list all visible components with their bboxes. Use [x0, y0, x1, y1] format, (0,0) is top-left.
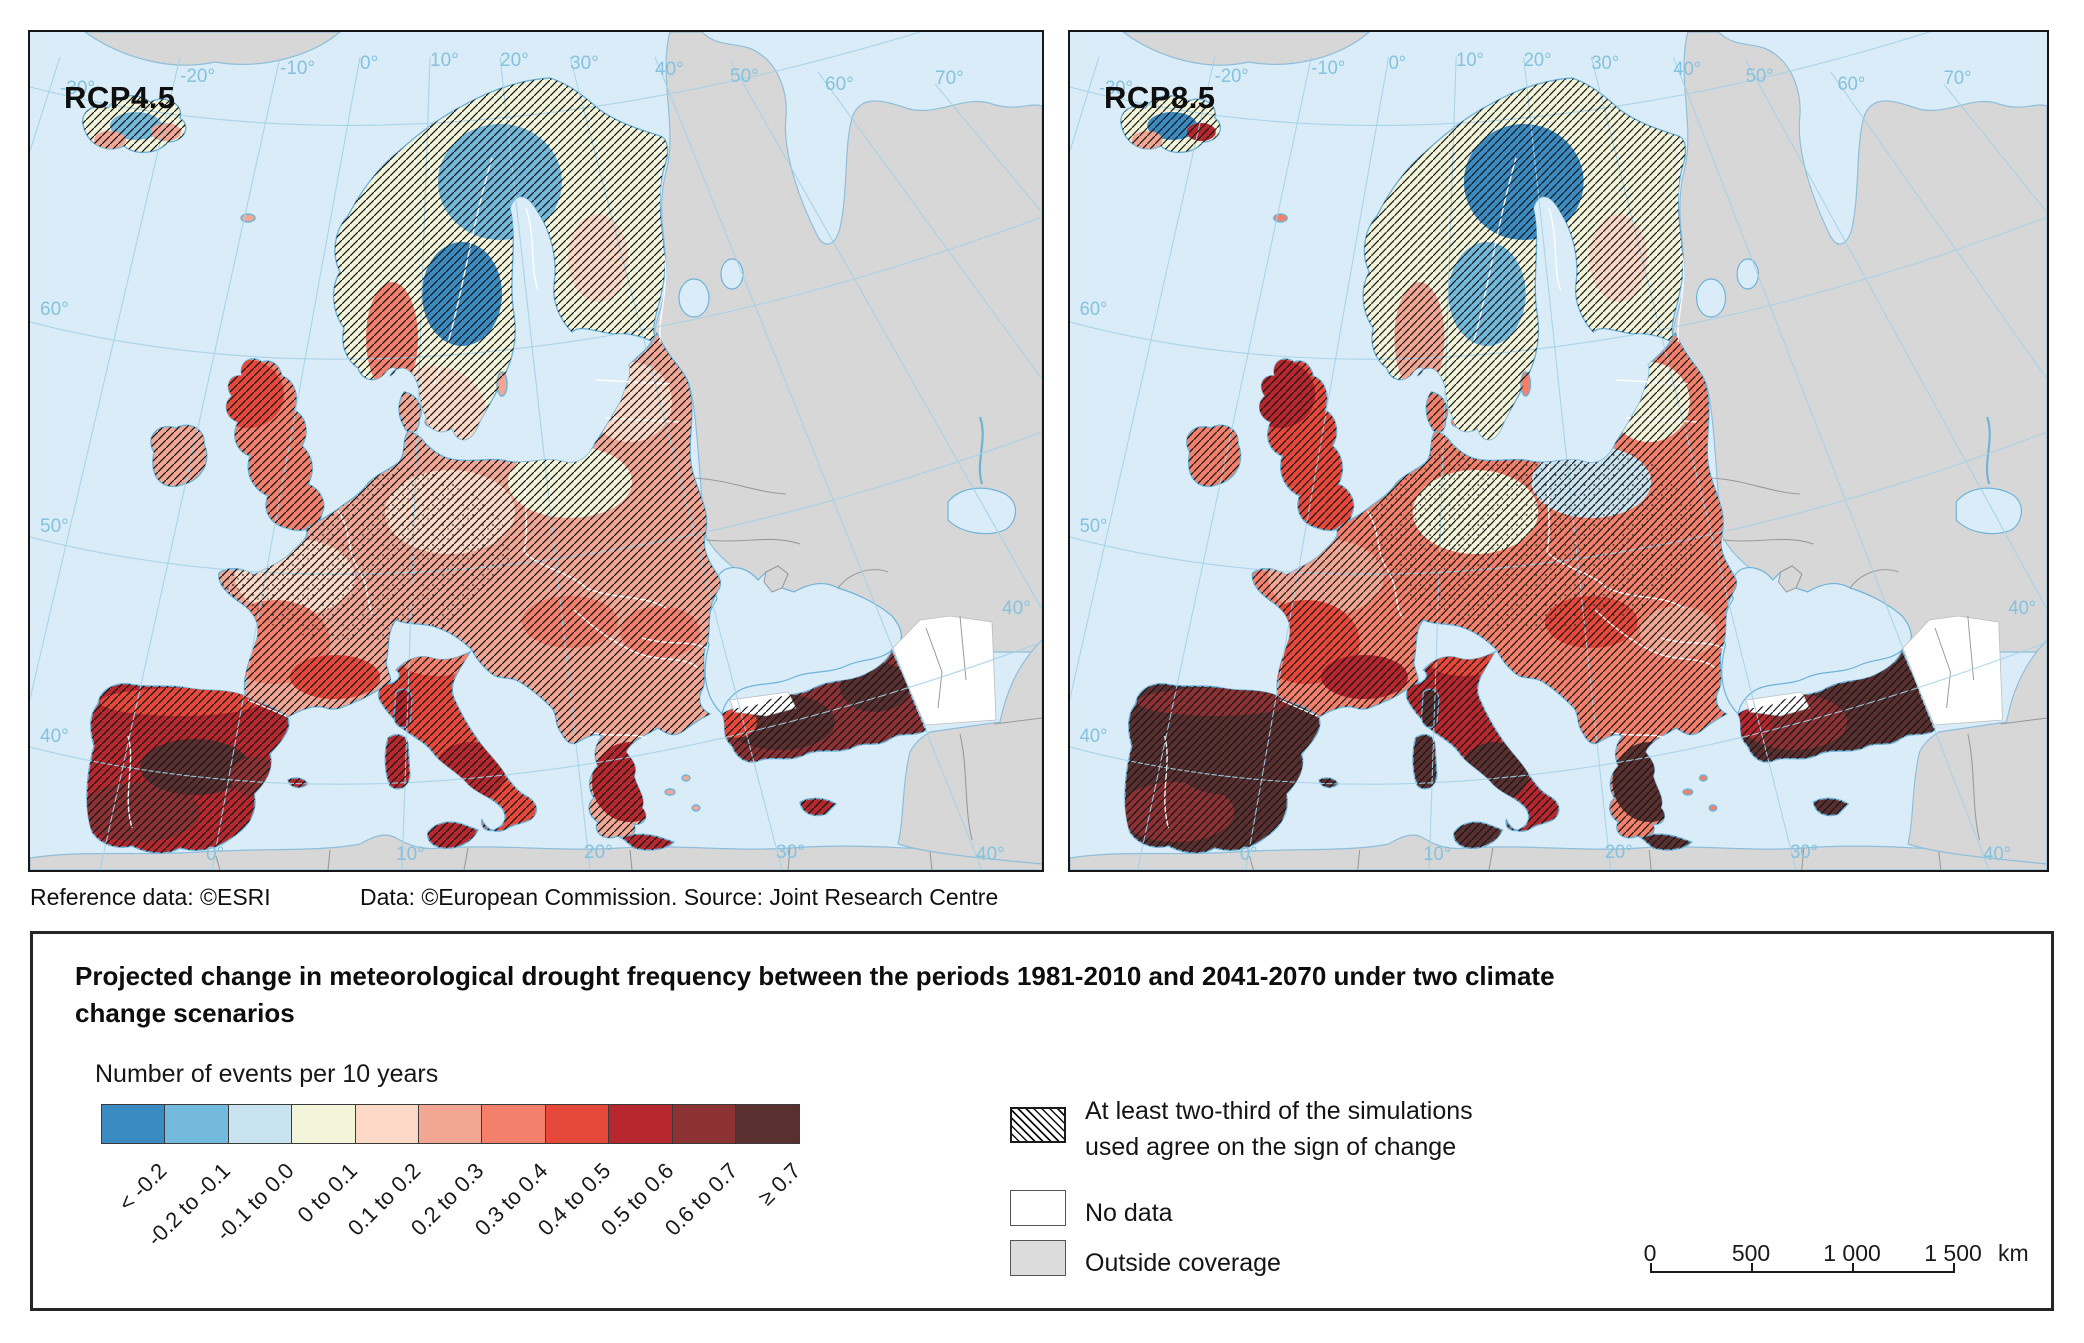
scalebar-tick [1650, 1263, 1652, 1272]
svg-text:40°: 40° [2008, 597, 2036, 618]
svg-text:50°: 50° [730, 66, 759, 87]
outside-borders [215, 477, 1042, 870]
svg-text:20°: 20° [1605, 841, 1633, 862]
svg-text:30°: 30° [1790, 841, 1818, 862]
river [978, 416, 984, 485]
credits: Reference data: ©ESRI Data: ©European Co… [30, 884, 998, 911]
svg-text:-30°: -30° [1099, 77, 1133, 98]
svg-text:60°: 60° [40, 299, 69, 320]
scalebar-tick-label: 1 000 [1823, 1240, 1881, 1266]
graticule-labels: -30° -20° -10° 0° 10° 20° 30° 40° 50° 60° 70° 60° 50… [1080, 49, 2036, 864]
svg-text:50°: 50° [1080, 515, 1108, 536]
outside-coverage-label: Outside coverage [1085, 1249, 1281, 1277]
svg-text:20°: 20° [500, 50, 529, 71]
legend: Projected change in meteorological droug… [30, 931, 2054, 1311]
scalebar-tick [1953, 1263, 1955, 1272]
data-credit: Data: ©European Commission. Source: Join… [360, 884, 999, 910]
stipple-dots [1369, 432, 1698, 632]
agreement-label-line1: At least two-third of the simulations [1085, 1097, 1473, 1125]
svg-text:10°: 10° [430, 50, 459, 71]
svg-text:60°: 60° [1080, 298, 1108, 319]
map-scenario-label: RCP4.5 [64, 80, 176, 115]
svg-text:-10°: -10° [280, 58, 315, 79]
legend-colorbar [101, 1104, 800, 1144]
map-rcp45: -30° -20° -10° 0° 10° 20° 30° 40° 50° 60° 70° 60° 50… [28, 30, 1044, 872]
svg-text:0°: 0° [1389, 52, 1407, 73]
svg-text:10°: 10° [1456, 49, 1484, 70]
scalebar-unit: km [1998, 1240, 2029, 1266]
crimea-peninsula [1778, 565, 1803, 593]
legend-scale-caption: Number of events per 10 years [95, 1060, 439, 1088]
svg-text:70°: 70° [1944, 67, 1972, 88]
svg-text:0°: 0° [206, 844, 224, 865]
svg-text:50°: 50° [40, 516, 69, 537]
svg-text:50°: 50° [1746, 65, 1774, 86]
svg-text:-30°: -30° [60, 78, 95, 99]
legend-class-swatch [672, 1104, 737, 1144]
scalebar-line [1650, 1271, 1955, 1273]
legend-class-label: ≥ 0.7 [753, 1158, 806, 1211]
map-svg: -30° -20° -10° 0° 10° 20° 30° 40° 50° 60° 70° 60° 50… [30, 32, 1042, 870]
outside-borders [1249, 477, 2047, 870]
svg-text:60°: 60° [825, 74, 854, 95]
no-data-label: No data [1085, 1199, 1173, 1227]
map-svg: -30° -20° -10° 0° 10° 20° 30° 40° 50° 60° 70° 60° 50… [1070, 32, 2047, 870]
svg-text:-20°: -20° [180, 66, 215, 87]
svg-text:60°: 60° [1838, 73, 1866, 94]
legend-title: Projected change in meteorological droug… [75, 961, 1555, 1028]
svg-text:30°: 30° [776, 842, 805, 863]
legend-class-swatch [418, 1104, 483, 1144]
svg-text:40°: 40° [1673, 58, 1701, 79]
legend-class-swatch [481, 1104, 547, 1144]
scalebar-tick-label: 0 [1643, 1240, 1657, 1266]
svg-text:40°: 40° [1002, 598, 1031, 619]
svg-text:20°: 20° [1524, 49, 1552, 70]
legend-class-swatch [291, 1104, 357, 1144]
agreement-hatch-swatch [1010, 1107, 1066, 1143]
no-data-swatch [1010, 1190, 1066, 1226]
map-rcp85: -30° -20° -10° 0° 10° 20° 30° 40° 50° 60° 70° 60° 50… [1068, 30, 2049, 872]
svg-text:40°: 40° [655, 59, 684, 80]
reference-credit: Reference data: ©ESRI [30, 884, 271, 910]
scalebar-tick-label: 1 500 [1924, 1240, 1982, 1266]
agreement-label-line2: used agree on the sign of change [1085, 1133, 1457, 1161]
svg-text:30°: 30° [570, 53, 599, 74]
svg-text:40°: 40° [40, 726, 69, 747]
svg-text:30°: 30° [1591, 52, 1619, 73]
legend-class-swatch [608, 1104, 674, 1144]
svg-text:0°: 0° [360, 53, 378, 74]
legend-class-swatch [355, 1104, 420, 1144]
legend-class-swatch [545, 1104, 610, 1144]
scalebar-tick-label: 500 [1731, 1240, 1771, 1266]
crimea-peninsula [763, 565, 789, 593]
svg-text:-20°: -20° [1215, 65, 1249, 86]
legend-class-swatch [228, 1104, 293, 1144]
scalebar-tick [1852, 1263, 1854, 1272]
legend-class-swatch [101, 1104, 166, 1144]
river [1985, 416, 1991, 485]
svg-text:10°: 10° [396, 844, 425, 865]
scalebar-tick [1751, 1263, 1753, 1272]
legend-class-swatch [735, 1104, 800, 1144]
graticule-labels: -30° -20° -10° 0° 10° 20° 30° 40° 50° 60° 70° 60° 50… [40, 50, 1031, 865]
legend-class-label: < -0.2 [113, 1158, 172, 1216]
svg-text:70°: 70° [935, 68, 964, 89]
svg-text:40°: 40° [976, 844, 1005, 865]
svg-text:-10°: -10° [1311, 57, 1345, 78]
legend-class-swatch [164, 1104, 230, 1144]
svg-text:40°: 40° [1983, 843, 2011, 864]
svg-text:10°: 10° [1423, 843, 1451, 864]
map-scenario-label: RCP8.5 [1104, 80, 1216, 115]
svg-text:20°: 20° [584, 842, 613, 863]
svg-text:40°: 40° [1080, 725, 1108, 746]
outside-coverage-swatch [1010, 1240, 1066, 1276]
